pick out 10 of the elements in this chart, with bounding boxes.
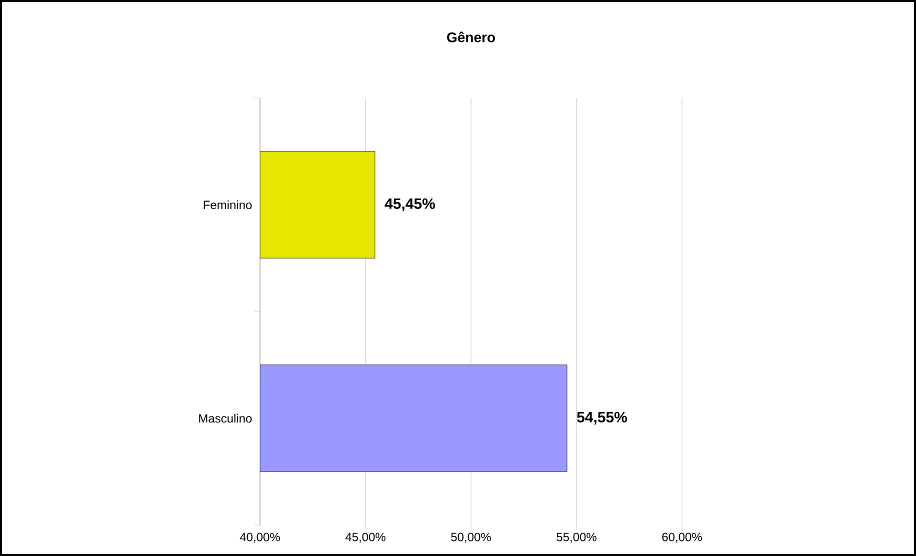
chart-title: Gênero xyxy=(447,32,495,42)
x-tick-label: 40,00% xyxy=(240,532,280,543)
x-tick-label: 55,00% xyxy=(556,532,596,543)
x-tick-label: 60,00% xyxy=(662,532,702,543)
y-tick-label: Masculino xyxy=(199,414,252,423)
y-tick-label: Feminino xyxy=(204,200,252,210)
x-tick-label: 45,00% xyxy=(345,532,386,543)
data-label: 45,45% xyxy=(384,198,435,212)
data-label: 54,55% xyxy=(576,412,628,425)
x-tick-label: 50,00% xyxy=(451,532,491,543)
